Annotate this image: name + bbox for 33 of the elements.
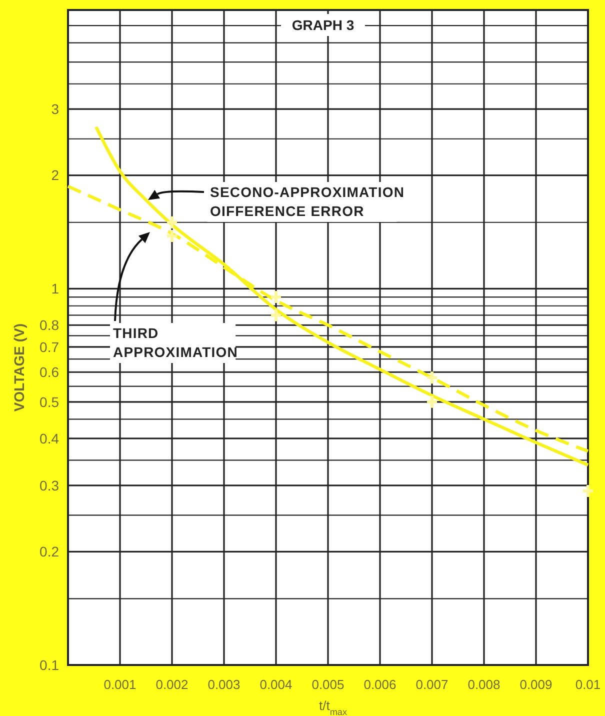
point (426, 394, 438, 410)
annotation: SECONO-APPROXIMATION OIFFERENCE ERROR (210, 184, 405, 219)
y-tick-label: 2 (51, 167, 60, 184)
y-tick-label: 1 (51, 280, 60, 297)
x-tick-label: 0.001 (104, 677, 136, 692)
annotation: THIRD APPROXIMATION (113, 325, 238, 360)
x-tick-label: 0.01 (575, 677, 601, 692)
y-tick-label: 0.1 (40, 656, 60, 673)
y-tick-label: 0.2 (40, 544, 60, 560)
y-tick-label: 0.5 (40, 394, 60, 410)
y-tick-label: 0.7 (40, 338, 60, 355)
x-tick-label: 0.005 (312, 677, 344, 692)
x-tick-label: 0.008 (468, 677, 500, 692)
x-tick-label: 0.006 (364, 677, 396, 692)
x-tick-label: 0.003 (208, 677, 240, 692)
x-axis-title: t/t$_{max}$ (318, 698, 348, 716)
point (166, 214, 178, 230)
y-axis-title: VOLTAGE (V) (11, 323, 27, 412)
x-tick-label: 0.007 (416, 677, 448, 692)
y-tick-label: 0.6 (40, 364, 60, 380)
point (270, 308, 282, 323)
x-tick-label: 0.009 (520, 677, 552, 692)
point (582, 483, 594, 498)
y-tick-label: 0.8 (40, 317, 60, 334)
x-tick-label: 0.002 (156, 677, 188, 692)
y-tick-label: 3 (51, 100, 60, 117)
text: GRAPH 3 (292, 17, 354, 33)
y-tick-label: 0.4 (40, 430, 60, 446)
point (426, 370, 438, 386)
point (166, 228, 178, 244)
y-tick-label: 0.3 (40, 477, 60, 494)
point (270, 290, 282, 305)
x-tick-label: 0.004 (260, 677, 292, 692)
